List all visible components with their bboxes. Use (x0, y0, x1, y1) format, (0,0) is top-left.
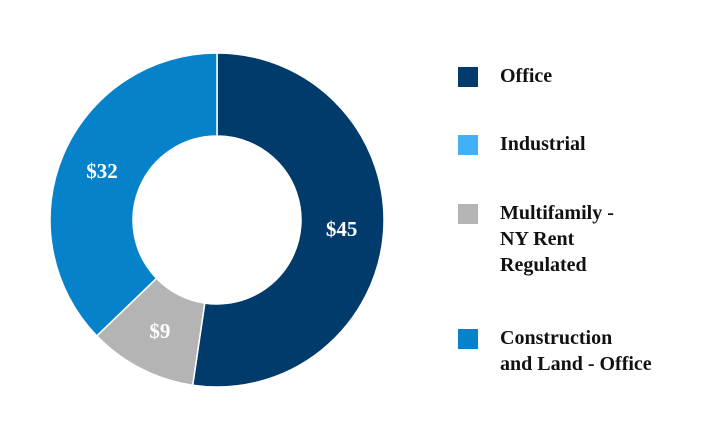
legend-item-industrial: Industrial (458, 133, 586, 157)
legend-swatch-construction (458, 329, 478, 349)
data-label-construction: $32 (86, 159, 118, 183)
legend-label-multifamily: Multifamily - NY Rent Regulated (500, 202, 614, 276)
data-label-office: $45 (326, 217, 358, 241)
legend-swatch-industrial (458, 135, 478, 155)
donut-data-labels: $45 $9 $32 (86, 159, 357, 343)
legend-swatch-multifamily (458, 204, 478, 224)
legend-label-office: Office (500, 65, 553, 87)
legend-item-multifamily: Multifamily - NY Rent Regulated (458, 202, 614, 278)
legend: Office Industrial Multifamily - NY Rent … (458, 0, 726, 440)
legend-item-construction: Construction and Land - Office (458, 327, 652, 377)
legend-label-industrial: Industrial (500, 133, 586, 155)
donut-slices (49, 52, 385, 388)
slice-construction (49, 52, 218, 337)
legend-swatch-office (458, 67, 478, 87)
data-label-multifamily: $9 (149, 319, 170, 343)
legend-label-construction: Construction and Land - Office (500, 327, 652, 375)
legend-item-office: Office (458, 65, 553, 89)
donut-chart: $45 $9 $32 (49, 52, 385, 388)
slice-office (191, 52, 385, 388)
